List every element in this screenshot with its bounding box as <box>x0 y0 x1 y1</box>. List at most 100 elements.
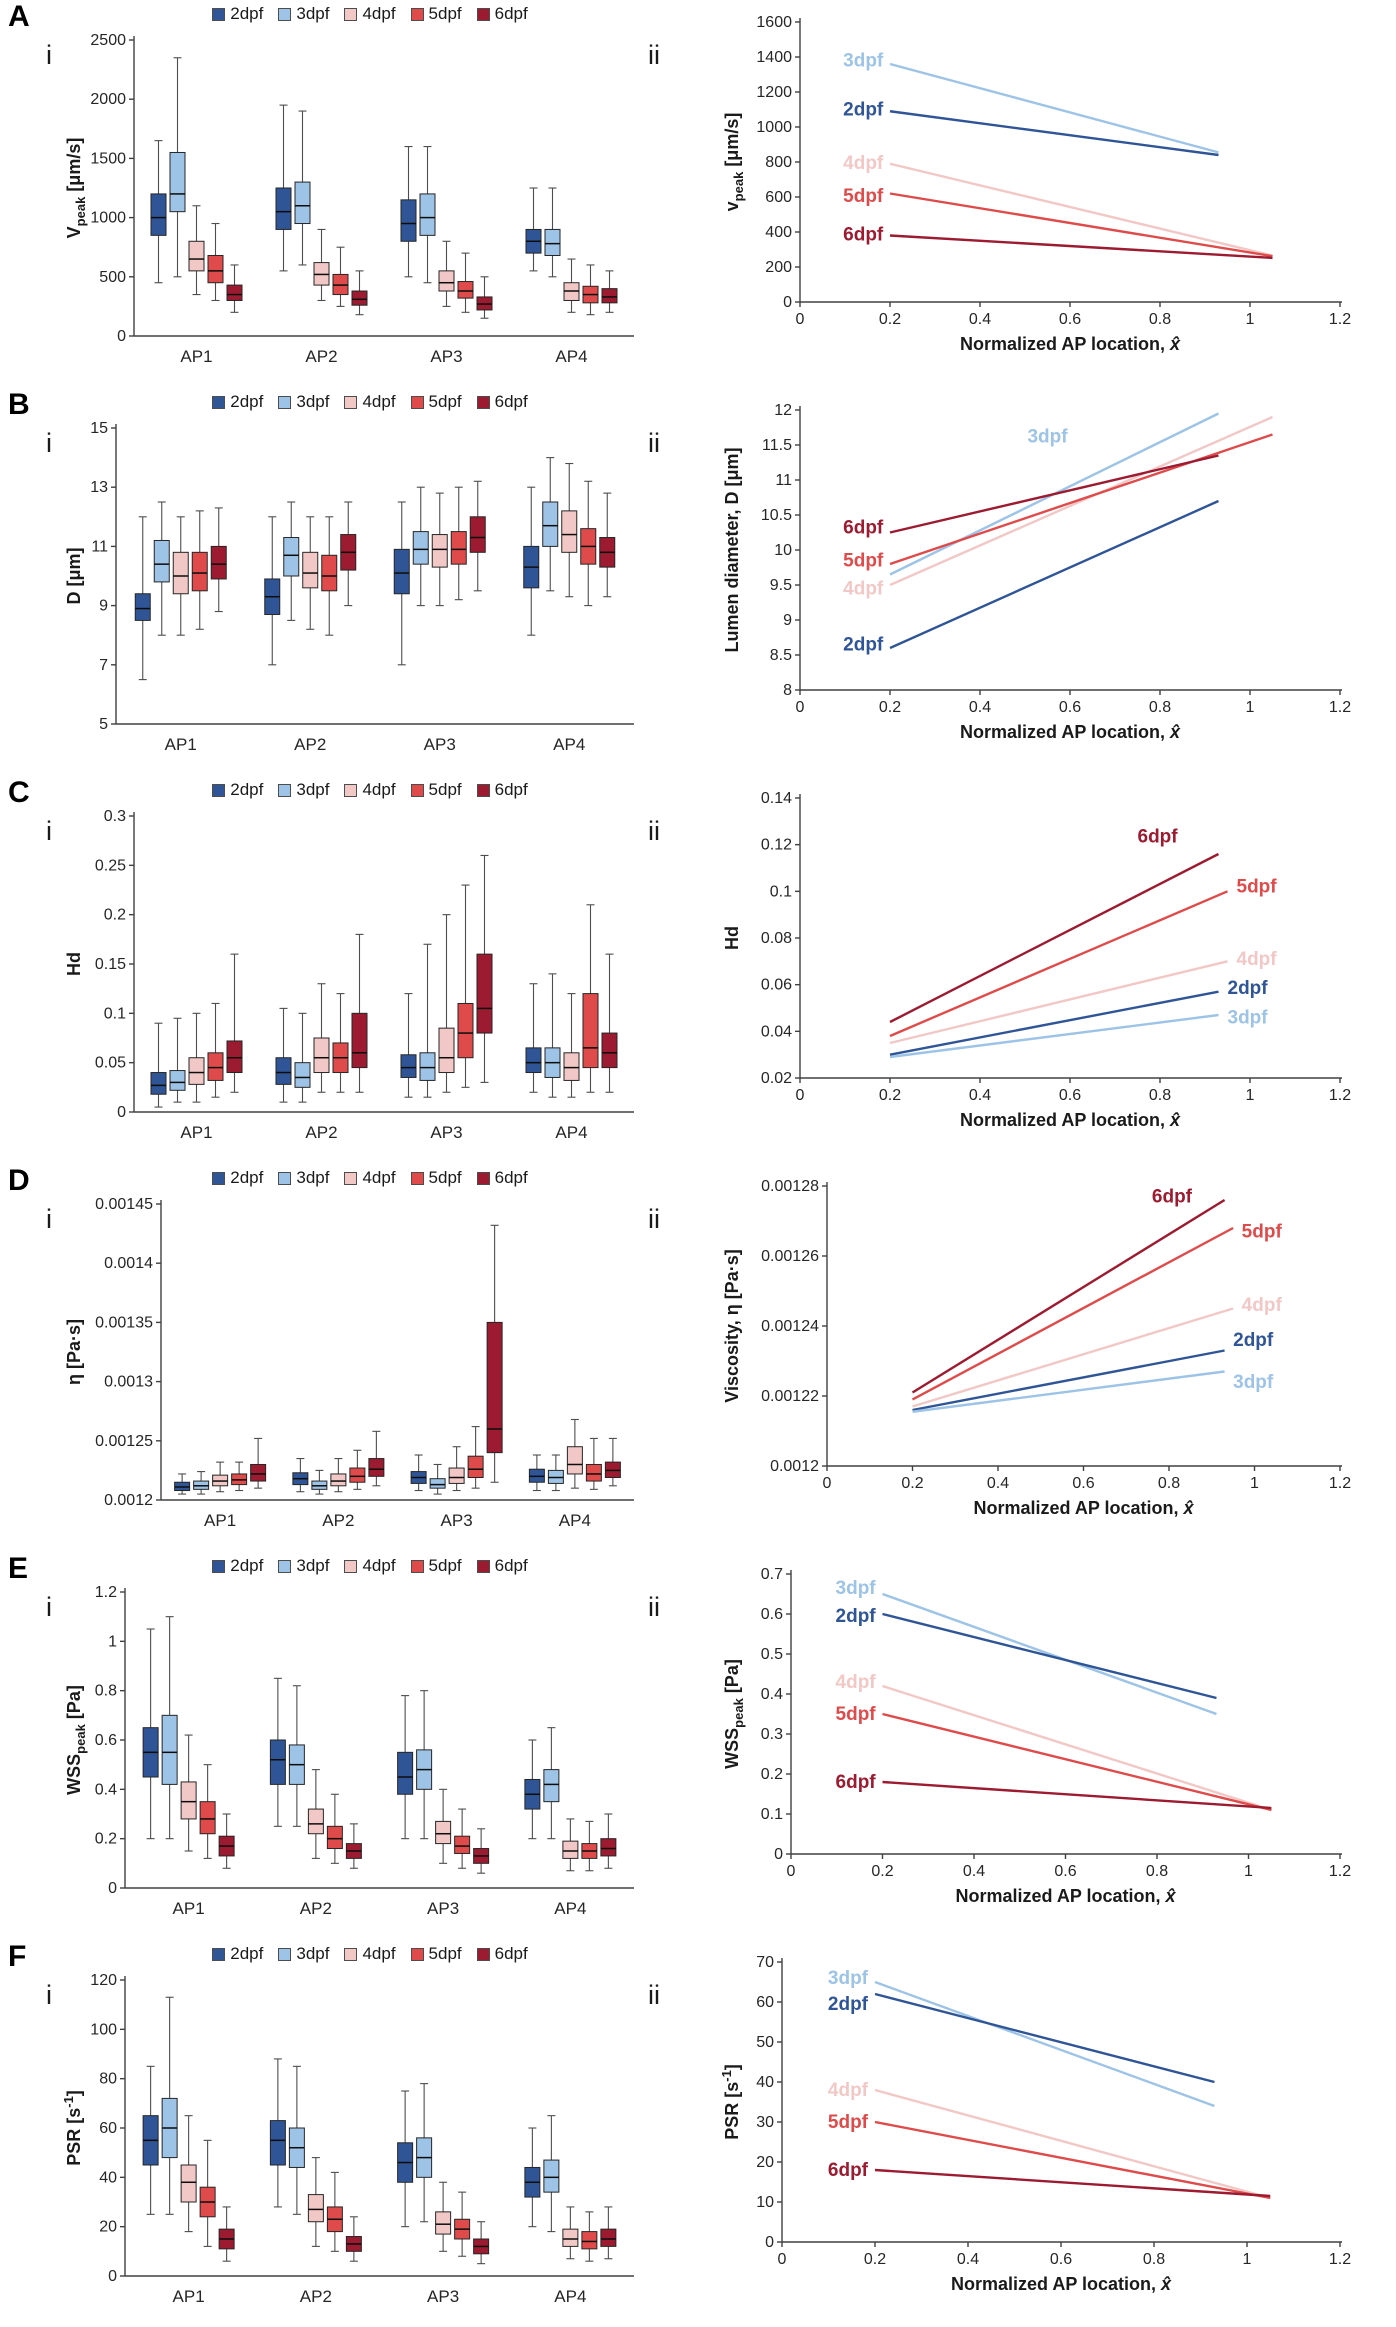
y-tick-label: 12 <box>774 402 792 419</box>
box-series-3dpf <box>169 943 561 1103</box>
box <box>153 539 170 583</box>
line-series-2dpf: 2dpf <box>889 978 1268 1056</box>
box <box>188 240 205 272</box>
legend-swatch-5dpf <box>410 1947 424 1961</box>
y-tick-label: 0.2 <box>104 907 126 924</box>
series-label-6dpf: 6dpf <box>1152 1187 1193 1208</box>
box-series-2dpf <box>134 486 540 681</box>
legend-swatch-6dpf <box>476 395 490 409</box>
line-series-2dpf: 2dpf <box>912 1330 1274 1412</box>
subpanel-label-ii: ii <box>648 1980 660 2010</box>
category-label: AP4 <box>559 1511 591 1530</box>
category-label: AP3 <box>427 1899 459 1918</box>
legend-label: 6dpf <box>494 4 528 23</box>
panel-a: A 2dpf 3dpf 4dpf 5dpf 6dpf i 0 500 1000 1500 200… <box>0 0 1396 388</box>
y-tick-label: 1200 <box>756 84 792 101</box>
box <box>476 953 493 1034</box>
y-axis-label: WSSpeak [Pa] <box>64 1685 88 1795</box>
box-plot-area: 0 0.2 0.4 0.6 0.8 1 1.2 AP1 AP2 AP3 AP4 <box>95 1584 634 1918</box>
category-label: AP1 <box>173 2287 205 2306</box>
box <box>457 1002 474 1059</box>
subpanel-label-i: i <box>46 816 52 846</box>
x-tick-label: 1 <box>1246 311 1255 328</box>
box <box>321 554 338 592</box>
viscosity-line-chart: 0.0012 0.00122 0.00124 0.00126 0.00128 0 0.2 0.… <box>722 1178 1351 1518</box>
box-series-2dpf <box>142 2058 541 2228</box>
category-label: AP4 <box>554 1899 586 1918</box>
legend-swatch-5dpf <box>410 783 424 797</box>
legend-swatch-5dpf <box>410 1559 424 1573</box>
y-tick-label: 9.5 <box>770 577 792 594</box>
box-plot-area: 0.0012 0.00125 0.0013 0.00135 0.0014 0.00145 A… <box>95 1196 634 1530</box>
box <box>397 1751 414 1795</box>
box <box>581 2231 598 2250</box>
category-label: AP2 <box>300 2287 332 2306</box>
y-tick-label: 0.2 <box>95 1831 117 1848</box>
y-tick-label: 2000 <box>90 91 126 108</box>
box <box>467 1455 484 1479</box>
y-tick-label: 1000 <box>756 119 792 136</box>
legend-swatch-4dpf <box>344 1171 358 1185</box>
box <box>419 1052 436 1081</box>
x-tick-label: 1.2 <box>1329 1863 1351 1880</box>
series-label-2dpf: 2dpf <box>836 1606 877 1627</box>
y-axis-label: PSR [s-1] <box>62 2090 84 2166</box>
legend-label: 6dpf <box>494 1168 528 1187</box>
box-plot-area: 0 0.05 0.1 0.15 0.2 0.25 0.3 AP1 AP2 AP3 AP4 <box>95 808 634 1142</box>
legend-item-3dpf: 3dpf <box>278 780 329 800</box>
legend-item-4dpf: 4dpf <box>344 780 396 800</box>
series-line <box>911 1226 1234 1401</box>
box <box>275 1057 292 1085</box>
series-line <box>889 192 1273 258</box>
line-series-2dpf: 2dpf <box>836 1606 1217 1700</box>
box <box>601 288 618 304</box>
y-tick-label: 500 <box>99 269 126 286</box>
y-tick-label: 0 <box>117 328 126 345</box>
hd-box-chart: 0 0.05 0.1 0.15 0.2 0.25 0.3 AP1 AP2 AP3 AP4 Hd <box>64 808 634 1142</box>
series-label-4dpf: 4dpf <box>843 153 884 174</box>
series-line <box>889 890 1228 1038</box>
y-tick-label: 7 <box>99 657 108 674</box>
y-tick-label: 80 <box>99 2071 117 2088</box>
category-label: AP3 <box>427 2287 459 2306</box>
panel-letter: D <box>8 1164 30 1197</box>
legend-swatch-6dpf <box>476 7 490 21</box>
x-tick-label: 0 <box>778 2251 787 2268</box>
line-series-6dpf: 6dpf <box>889 827 1220 1024</box>
line-plot-area: 0 200 400 600 800 1000 1200 1400 1600 0 0.2 0.4 0.6 0… <box>756 14 1351 328</box>
legend-item-5dpf: 5dpf <box>410 1944 462 1964</box>
y-tick-label: 11 <box>775 472 792 489</box>
x-tick-label: 0.2 <box>871 1863 893 1880</box>
box-series-6dpf <box>210 480 616 613</box>
box <box>269 2120 286 2166</box>
box <box>351 290 368 306</box>
legend-item-2dpf: 2dpf <box>212 4 263 24</box>
y-tick-label: 600 <box>765 189 792 206</box>
box <box>543 1769 560 1803</box>
series-line <box>889 433 1273 566</box>
box <box>585 1463 602 1482</box>
legend-label: 6dpf <box>494 1944 528 1963</box>
series-line <box>889 990 1219 1056</box>
legend-swatch-4dpf <box>344 1559 358 1573</box>
subpanel-label-i: i <box>46 1204 52 1234</box>
x-tick-label: 0.4 <box>963 1863 985 1880</box>
box <box>543 2159 560 2193</box>
y-tick-label: 0.08 <box>761 930 792 947</box>
y-tick-label: 1000 <box>90 210 126 227</box>
box <box>412 531 429 565</box>
line-plot-area: 0.02 0.04 0.06 0.08 0.1 0.12 0.14 0 0.2 0.4 0.6 0.8… <box>761 790 1351 1104</box>
viscosity-box-chart: 0.0012 0.00125 0.0013 0.00135 0.0014 0.00145 A… <box>64 1196 634 1530</box>
panel-letter: F <box>8 1940 27 1973</box>
box-series-6dpf <box>226 264 618 319</box>
legend-swatch-4dpf <box>344 7 358 21</box>
legend-label: 4dpf <box>362 4 396 23</box>
category-label: AP3 <box>430 347 462 366</box>
series-label-3dpf: 3dpf <box>1027 427 1068 448</box>
y-tick-label: 0.15 <box>95 956 126 973</box>
legend-item-2dpf: 2dpf <box>212 780 263 800</box>
category-label: AP4 <box>554 2287 586 2306</box>
box-series-5dpf <box>199 1764 598 1872</box>
x-axis-label: Normalized AP location, x̂ <box>951 2274 1172 2294</box>
box-series-6dpf <box>218 2206 617 2265</box>
